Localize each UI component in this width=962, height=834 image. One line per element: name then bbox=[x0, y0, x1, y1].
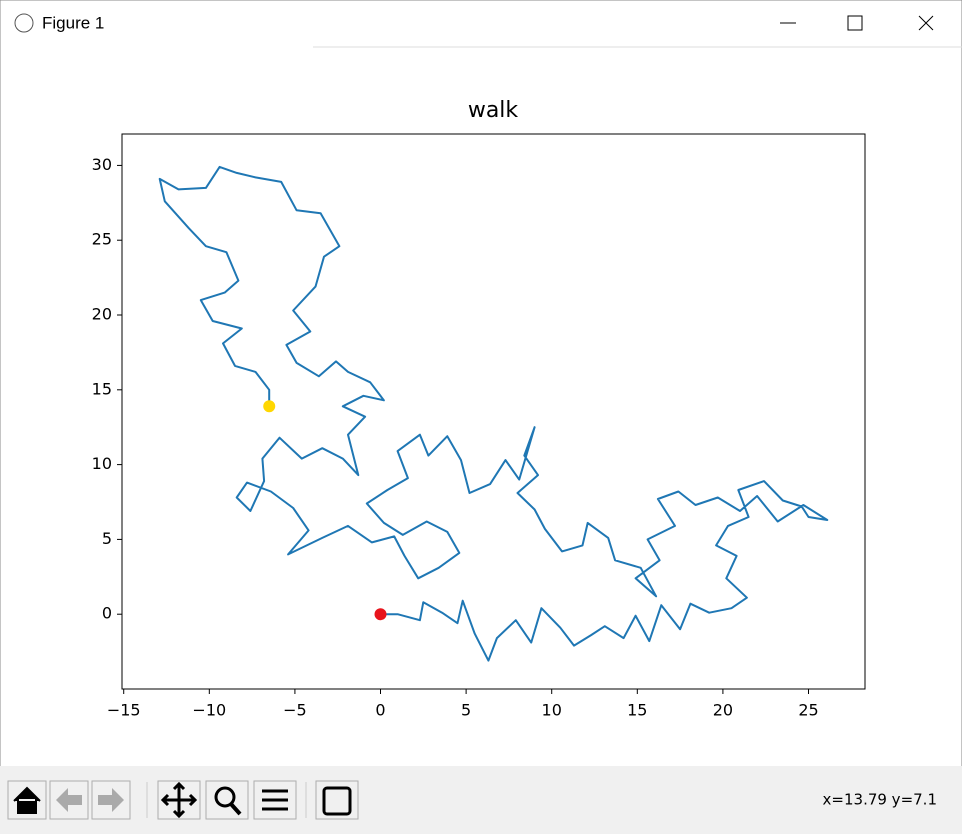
y-tick-label: 5 bbox=[102, 529, 112, 548]
x-tick-label: 5 bbox=[461, 701, 471, 720]
x-tick-label: 0 bbox=[375, 701, 385, 720]
window-title: Figure 1 bbox=[42, 13, 104, 32]
x-tick-label: −5 bbox=[283, 701, 307, 720]
chart-title: walk bbox=[468, 98, 519, 123]
zoom-icon bbox=[214, 786, 236, 808]
x-tick-label: 15 bbox=[627, 701, 647, 720]
app-icon bbox=[14, 13, 34, 33]
axes-frame bbox=[121, 133, 866, 690]
y-tick-label: 15 bbox=[92, 379, 112, 398]
close[interactable] bbox=[918, 15, 934, 31]
y-tick-label: 0 bbox=[102, 604, 112, 623]
walk-line bbox=[158, 165, 829, 662]
x-tick-label: −10 bbox=[192, 701, 226, 720]
y-tick-label: 30 bbox=[92, 155, 112, 174]
configure-icon bbox=[262, 789, 288, 811]
point bbox=[374, 608, 387, 621]
point bbox=[263, 400, 276, 413]
y-tick-label: 20 bbox=[92, 305, 112, 324]
x-tick-label: 10 bbox=[542, 701, 562, 720]
maximize[interactable] bbox=[847, 15, 863, 31]
toolbar bbox=[0, 766, 962, 834]
x-tick-label: 25 bbox=[798, 701, 818, 720]
toolbar-buttons bbox=[7, 780, 359, 820]
status-text: x=13.79 y=7.1 bbox=[823, 791, 937, 809]
x-tick-label: −15 bbox=[107, 701, 141, 720]
x-tick-label: 20 bbox=[713, 701, 733, 720]
zoom-icon-handle bbox=[229, 802, 242, 816]
save-icon bbox=[322, 786, 352, 816]
back-icon bbox=[56, 788, 82, 812]
pan-icon bbox=[160, 781, 198, 819]
y-tick-label: 25 bbox=[92, 230, 112, 249]
forward-icon bbox=[98, 788, 124, 812]
home-icon bbox=[13, 786, 41, 814]
y-tick-label: 10 bbox=[92, 454, 112, 473]
